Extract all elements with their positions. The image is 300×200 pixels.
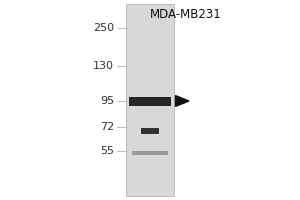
Bar [141,128,159,134]
Text: 72: 72 [100,122,114,132]
Bar [126,4,174,196]
Text: 95: 95 [100,96,114,106]
Text: 130: 130 [93,61,114,71]
Text: 250: 250 [93,23,114,33]
Polygon shape [176,96,189,106]
Bar [129,97,171,106]
Text: MDA-MB231: MDA-MB231 [150,8,222,21]
Text: 55: 55 [100,146,114,156]
Bar [132,151,168,155]
